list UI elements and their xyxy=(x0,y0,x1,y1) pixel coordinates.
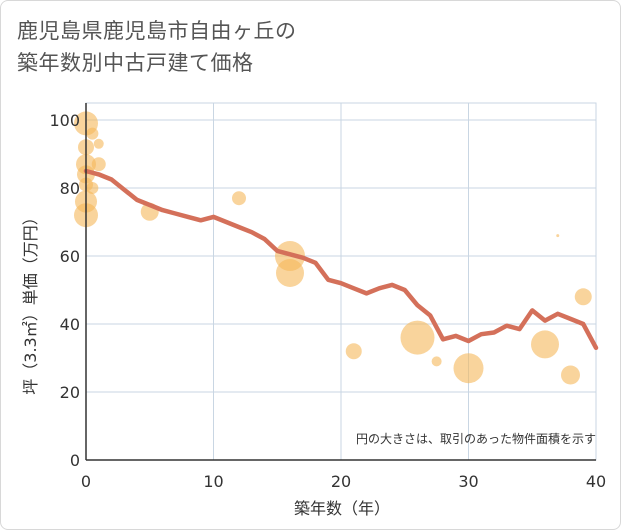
bubble-size-note: 円の大きさは、取引のあった物件面積を示す xyxy=(356,431,596,446)
y-tick-label: 40 xyxy=(60,315,80,334)
bubble-point xyxy=(431,356,442,367)
bubble-point xyxy=(531,330,559,359)
x-tick-label: 20 xyxy=(331,472,351,491)
y-tick-label: 60 xyxy=(60,247,80,266)
bubble-point xyxy=(86,182,99,194)
bubble-point xyxy=(91,157,106,172)
average-line-series xyxy=(83,168,599,351)
y-tick-label: 80 xyxy=(60,179,80,198)
bubble-point xyxy=(93,138,104,149)
bubble-point xyxy=(574,288,592,306)
y-tick-labels: 0 20 40 60 80 100 xyxy=(49,111,80,470)
x-axis-title: 築年数（年） xyxy=(294,499,390,518)
bubble-point xyxy=(232,191,246,206)
bubble-point xyxy=(561,365,580,385)
chart-title: 鹿児島県鹿児島市自由ヶ丘の 築年数別中古戸建て価格 xyxy=(17,15,297,79)
y-tick-label: 0 xyxy=(70,451,80,470)
x-tick-labels: 0 10 20 30 40 xyxy=(81,472,606,491)
chart-title-line-1: 鹿児島県鹿児島市自由ヶ丘の xyxy=(17,19,297,43)
bubble-point xyxy=(86,127,99,140)
grid-lines xyxy=(85,102,597,461)
chart-title-line-2: 築年数別中古戸建て価格 xyxy=(17,51,254,75)
x-tick-label: 30 xyxy=(458,472,478,491)
axes xyxy=(85,103,596,461)
y-axis-title: 坪（3.3㎡）単価（万円） xyxy=(21,209,40,394)
bubble-point xyxy=(400,320,435,355)
x-tick-label: 40 xyxy=(586,472,606,491)
bubble-point xyxy=(556,234,560,238)
bubble-point xyxy=(276,259,304,287)
average-price-line xyxy=(83,168,599,351)
bubble-point xyxy=(453,353,484,384)
x-tick-label: 0 xyxy=(81,472,91,491)
y-tick-label: 20 xyxy=(60,383,80,402)
bubble-point xyxy=(345,343,362,360)
x-tick-label: 10 xyxy=(203,472,223,491)
y-tick-label: 100 xyxy=(49,111,80,130)
bubble-series xyxy=(74,111,592,385)
